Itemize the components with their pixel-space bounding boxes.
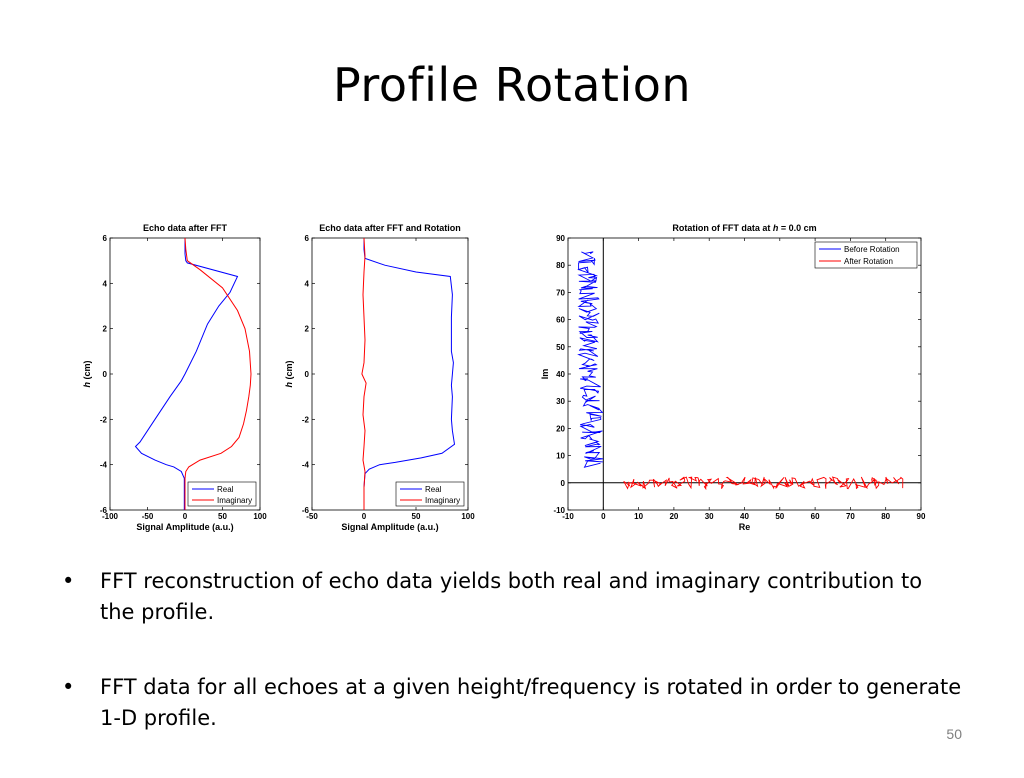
chart-title: Rotation of FFT data at h = 0.0 cm <box>672 223 816 233</box>
y-tick-label: -2 <box>302 415 310 424</box>
series-trace-after-rotation <box>623 476 904 491</box>
plot-frame <box>311 237 469 511</box>
bullet-item: • FFT data for all echoes at a given hei… <box>62 672 962 734</box>
x-tick-label: 20 <box>669 512 678 521</box>
legend-label: Before Rotation <box>844 245 900 254</box>
y-axis-label-rest: (cm) <box>82 360 92 382</box>
legend-label: Real <box>425 485 442 494</box>
x-tick-label: 50 <box>218 512 227 521</box>
y-tick-label: 10 <box>556 452 565 461</box>
bullet-text: FFT data for all echoes at a given heigh… <box>100 675 962 730</box>
bullet-dot: • <box>62 569 75 593</box>
legend-label: Real <box>217 485 234 494</box>
x-tick-label: 0 <box>601 512 606 521</box>
y-tick-label: 0 <box>561 479 566 488</box>
y-tick-label: -10 <box>553 506 565 515</box>
legend-box <box>395 481 465 507</box>
x-axis-label: Re <box>739 522 751 532</box>
series-line-real <box>134 238 239 510</box>
x-tick-label: 90 <box>917 512 926 521</box>
series-trace-before-rotation <box>577 251 604 468</box>
y-tick-label: 0 <box>305 370 310 379</box>
y-tick-label: 2 <box>305 325 310 334</box>
series-line-imaginary <box>361 237 367 510</box>
legend-box <box>814 241 918 269</box>
x-tick-label: 10 <box>634 512 643 521</box>
y-tick-label: -2 <box>100 415 108 424</box>
chart-title-suffix: = 0.0 cm <box>778 223 816 233</box>
legend-label: Imaginary <box>425 496 460 505</box>
x-tick-label: 100 <box>253 512 267 521</box>
y-tick-label: -6 <box>302 506 310 515</box>
y-tick-label: -4 <box>302 461 310 470</box>
y-tick-label: 30 <box>556 397 565 406</box>
x-tick-label: 60 <box>811 512 820 521</box>
y-tick-label: 20 <box>556 424 565 433</box>
y-tick-label: 60 <box>556 316 565 325</box>
y-axis-label-italic: h <box>82 382 92 388</box>
y-axis-label: h (cm) <box>82 360 92 387</box>
legend: Real Imaginary <box>187 481 257 507</box>
chart-title-italic: h <box>773 223 779 233</box>
legend-label: Imaginary <box>217 496 252 505</box>
x-tick-label: 50 <box>775 512 784 521</box>
chart-echo-fft-rotation-svg: Echo data after FFT and Rotation -50 0 50 10… <box>284 223 475 532</box>
chart-title: Echo data after FFT and Rotation <box>319 223 461 233</box>
x-tick-label: 70 <box>846 512 855 521</box>
x-tick-label: 40 <box>740 512 749 521</box>
x-tick-label: 0 <box>362 512 367 521</box>
chart-rotation-scatter: Rotation of FFT data at h = 0.0 cm -10 0 10… <box>530 216 940 536</box>
y-tick-label: 70 <box>556 288 565 297</box>
y-tick-label: 80 <box>556 261 565 270</box>
page-number: 50 <box>946 726 962 742</box>
y-tick-label: 50 <box>556 343 565 352</box>
chart-echo-fft-rotation: Echo data after FFT and Rotation -50 0 50 10… <box>282 216 482 536</box>
legend-box <box>187 481 257 507</box>
y-tick-label: 4 <box>103 279 108 288</box>
x-tick-label: 30 <box>705 512 714 521</box>
chart-title: Echo data after FFT <box>143 223 228 233</box>
y-tick-label: 0 <box>103 370 108 379</box>
bullet-text: FFT reconstruction of echo data yields b… <box>100 569 923 624</box>
legend-label: After Rotation <box>844 257 893 266</box>
x-tick-label: -50 <box>142 512 154 521</box>
y-tick-label: 90 <box>556 234 565 243</box>
x-tick-label: 50 <box>412 512 421 521</box>
x-tick-label: 80 <box>881 512 890 521</box>
y-tick-label: -4 <box>100 461 108 470</box>
legend: Real Imaginary <box>395 481 465 507</box>
x-tick-label: -50 <box>306 512 318 521</box>
x-tick-label: 100 <box>461 512 475 521</box>
y-tick-label: -6 <box>100 506 108 515</box>
bullet-item: • FFT reconstruction of echo data yields… <box>62 566 962 628</box>
y-tick-label: 40 <box>556 370 565 379</box>
y-axis-label-italic: h <box>284 382 294 388</box>
series-line-imaginary <box>184 237 252 510</box>
y-tick-label: 2 <box>103 325 108 334</box>
plot-frame <box>567 237 922 511</box>
y-tick-label: 6 <box>103 234 108 243</box>
x-tick-label: -100 <box>102 512 119 521</box>
x-axis-label: Signal Amplitude (a.u.) <box>136 522 233 532</box>
chart-rotation-scatter-svg: Rotation of FFT data at h = 0.0 cm -10 0 10… <box>540 223 926 532</box>
bullet-dot: • <box>62 675 75 699</box>
chart-title-prefix: Rotation of FFT data at <box>672 223 773 233</box>
y-tick-label: 4 <box>305 279 310 288</box>
x-tick-label: -10 <box>562 512 574 521</box>
chart-echo-fft: Echo data after FFT -100 -50 0 50 100 -6 -4 -2 0 2… <box>80 216 280 536</box>
series-line-real <box>363 238 456 510</box>
legend: Before Rotation After Rotation <box>814 241 918 269</box>
bullet-list: • FFT reconstruction of echo data yields… <box>62 566 962 778</box>
y-axis-label: h (cm) <box>284 360 294 387</box>
x-tick-label: 0 <box>183 512 188 521</box>
y-axis-label-rest: (cm) <box>284 360 294 382</box>
x-axis-label: Signal Amplitude (a.u.) <box>341 522 438 532</box>
slide-title: Profile Rotation <box>332 58 692 112</box>
y-tick-label: 6 <box>305 234 310 243</box>
y-axis-label: Im <box>540 369 550 380</box>
chart-echo-fft-svg: Echo data after FFT -100 -50 0 50 100 -6 -4 -2 0 2… <box>82 223 267 532</box>
